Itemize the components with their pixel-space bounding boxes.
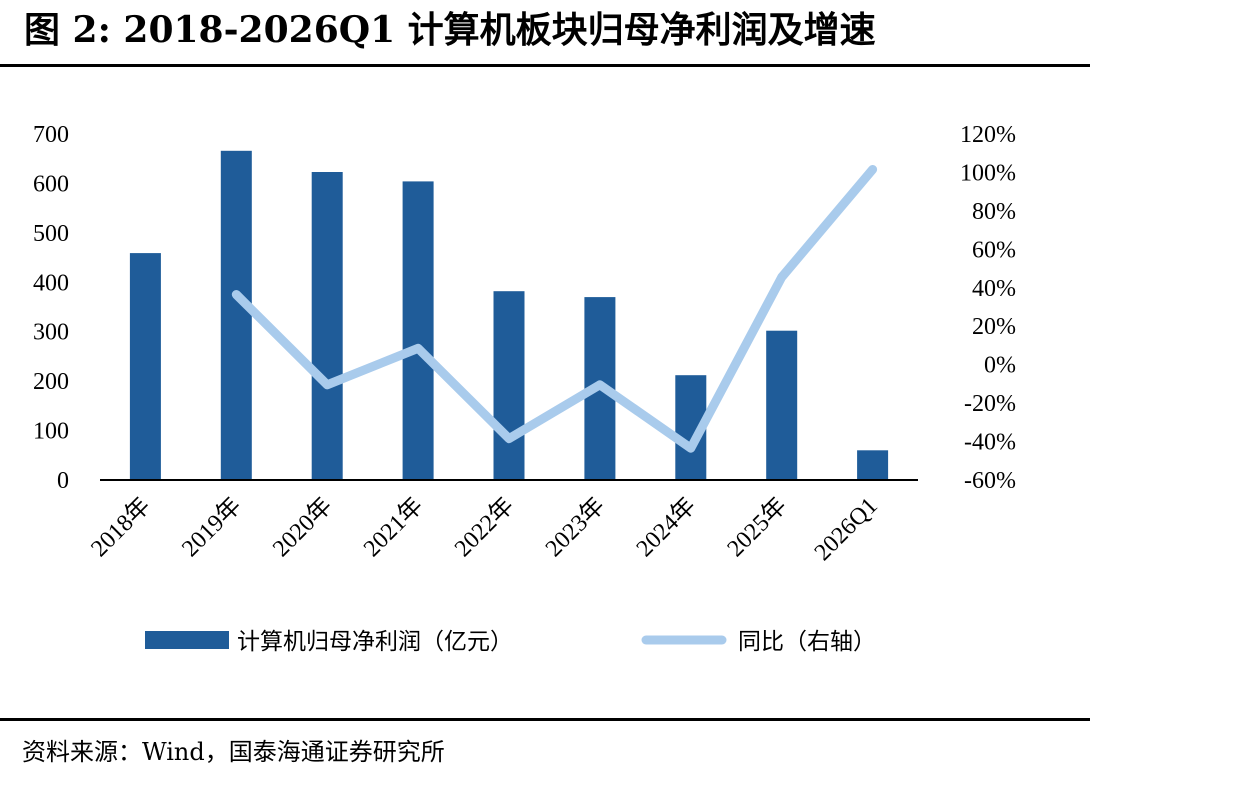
bar-4 [493,291,525,479]
legend-label-line: 同比（右轴） [738,629,876,655]
bottom-rule [0,718,1090,721]
right-tick-label: 100% [960,160,1016,186]
x-tick-label: 2019年 [177,492,247,562]
x-tick-label: 2020年 [267,492,337,562]
line-layer [231,165,878,453]
x-tick-label: 2021年 [358,492,428,562]
bar-1 [220,150,252,480]
x-tick-label: 2024年 [631,492,701,562]
right-tick-label: 60% [972,237,1016,263]
left-tick-label: 600 [33,171,69,197]
legend: 计算机归母净利润（亿元） 同比（右轴） [145,629,876,655]
right-tick-label: -40% [964,430,1016,456]
right-tick-label: -20% [964,391,1016,417]
left-tick-label: 100 [33,419,69,445]
right-tick-label: -60% [964,468,1016,494]
right-tick-label: 0% [984,353,1016,379]
right-tick-label: 20% [972,314,1016,340]
chart: 0 100 200 300 400 500 600 700 -60% -40% -20% 0% 20%… [33,122,1016,655]
left-tick-label: 500 [33,221,69,247]
left-tick-label: 700 [33,122,69,148]
bar-2 [311,172,343,479]
right-tick-label: 80% [972,199,1016,225]
bar-0 [129,253,161,479]
left-tick-label: 200 [33,369,69,395]
legend-swatch-bar [145,631,229,649]
left-tick-label: 400 [33,270,69,296]
left-tick-label: 300 [33,320,69,346]
bars-layer [129,150,889,480]
bar-7 [766,330,798,479]
top-rule [0,64,1090,67]
x-tick-label: 2026Q1 [810,493,883,566]
x-tick-label: 2018年 [86,492,156,562]
right-tick-label: 40% [972,276,1016,302]
left-axis-ticks: 0 100 200 300 400 500 600 700 [33,122,69,494]
right-axis-ticks: -60% -40% -20% 0% 20% 40% 60% 80% 100% 120% [960,122,1016,494]
left-tick-label: 0 [57,468,69,494]
legend-label-bar: 计算机归母净利润（亿元） [237,629,513,655]
chart-title: 图 2: 2018-2026Q1 计算机板块归母净利润及增速 [24,9,876,51]
x-axis-ticks: 2018年 2019年 2020年 2021年 2022年 2023年 2024年 2025年… [86,492,883,566]
source-note: 资料来源：Wind，国泰海通证券研究所 [22,738,445,766]
bar-8 [857,450,889,479]
series-line-yoy [231,165,878,453]
right-tick-label: 120% [960,122,1016,148]
x-tick-label: 2025年 [722,492,792,562]
x-tick-label: 2023年 [540,492,610,562]
x-tick-label: 2022年 [449,492,519,562]
bar-3 [402,181,434,479]
